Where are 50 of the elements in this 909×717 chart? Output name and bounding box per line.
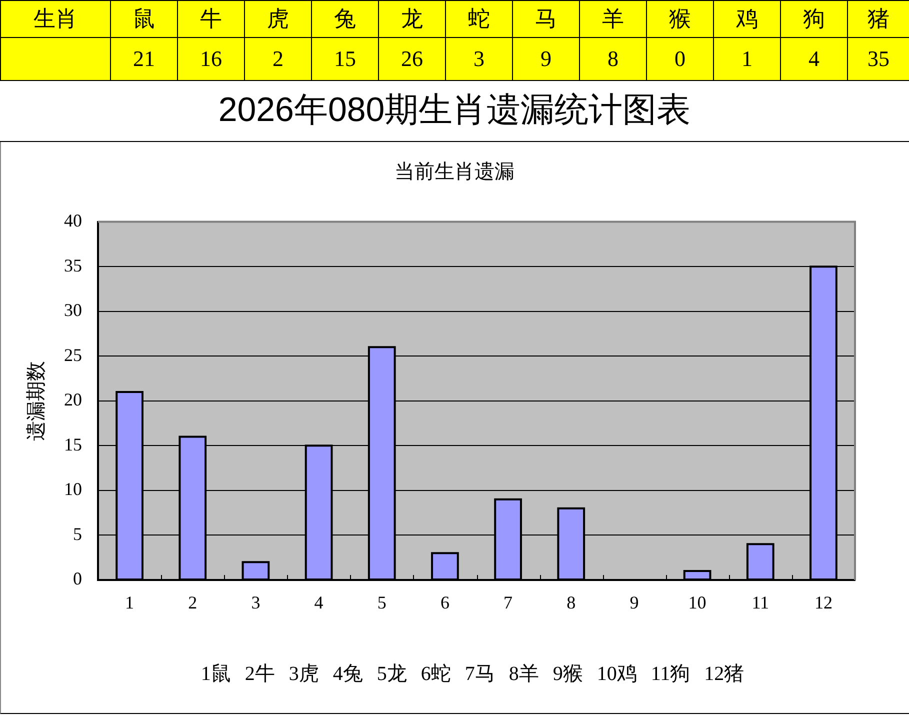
x-tick-label: 3 [251, 592, 260, 613]
category-label: 虎 [244, 0, 312, 38]
x-tick-label: 5 [377, 592, 386, 613]
y-axis-title: 遗漏期数 [25, 360, 48, 441]
category-label: 羊 [580, 0, 646, 38]
category-label: 鼠 [110, 0, 178, 38]
x-tick-label: 9 [630, 592, 639, 613]
y-tick-label: 30 [64, 300, 82, 320]
data-label: 1 [714, 38, 780, 80]
text: 生肖 [0, 0, 110, 38]
text: 1鼠 2牛 3虎 4兔 5龙 6蛇 7马 8羊 9猴 10鸡 11狗 12猪 [200, 662, 746, 687]
data-label: 21 [110, 38, 178, 80]
data-label: 3 [446, 38, 512, 80]
data-label: 35 [848, 38, 909, 80]
category-label: 狗 [780, 0, 848, 38]
category-label: 鸡 [714, 0, 780, 38]
category-label: 猴 [646, 0, 714, 38]
category-label: 猪 [848, 0, 909, 38]
category-label: 蛇 [446, 0, 512, 38]
x-tick-label: 6 [440, 592, 450, 613]
x-tick-label: 8 [566, 592, 576, 613]
y-tick-label: 0 [73, 568, 82, 589]
y-tick-label: 25 [64, 344, 82, 365]
y-tick-label: 10 [64, 479, 82, 500]
chart-title: 2026年080期生肖遗漏统计图表 [0, 80, 909, 142]
x-tick-label: 10 [688, 592, 706, 613]
category-label: 兔 [312, 0, 378, 38]
y-tick-label: 5 [73, 524, 82, 544]
x-tick-label: 12 [814, 592, 832, 613]
data-label: 26 [378, 38, 446, 80]
category-label: 牛 [178, 0, 244, 38]
y-tick-label: 15 [64, 434, 82, 454]
category-label: 马 [512, 0, 580, 38]
x-tick-label: 2 [188, 592, 198, 613]
y-tick-label: 40 [64, 210, 82, 231]
data-label: 2 [244, 38, 312, 80]
chart-subtitle: 当前生肖遗漏 [394, 160, 516, 184]
x-tick-label: 4 [314, 592, 324, 613]
data-label: 4 [780, 38, 848, 80]
category-label: 龙 [378, 0, 446, 38]
y-tick-label: 35 [64, 255, 82, 276]
data-label: 9 [512, 38, 580, 80]
data-label: 0 [646, 38, 714, 80]
data-label: 15 [312, 38, 378, 80]
x-tick-label: 11 [752, 592, 770, 613]
x-tick-label: 1 [125, 592, 134, 613]
data-label: 16 [178, 38, 244, 80]
data-label: 8 [580, 38, 646, 80]
y-tick-label: 20 [64, 390, 82, 410]
x-tick-label: 7 [504, 592, 513, 613]
